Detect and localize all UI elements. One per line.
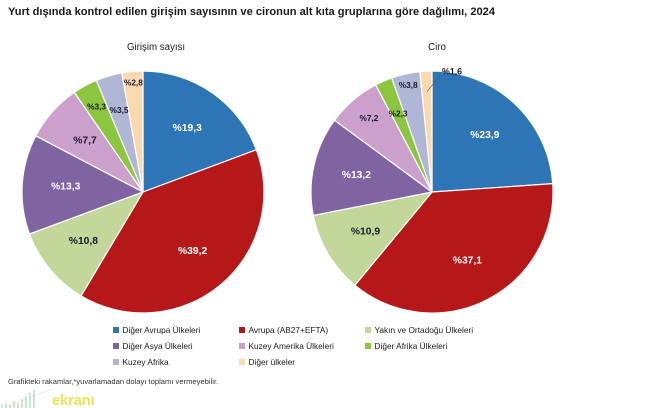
svg-text:%39,2: %39,2 <box>178 246 207 257</box>
svg-text:%10,9: %10,9 <box>351 226 380 237</box>
svg-text:%2,3: %2,3 <box>389 109 408 119</box>
svg-text:%3,3: %3,3 <box>87 101 106 111</box>
svg-text:%2,8: %2,8 <box>124 78 143 88</box>
svg-text:%19,3: %19,3 <box>173 123 202 134</box>
svg-text:%1,6: %1,6 <box>442 67 462 77</box>
svg-text:%3,5: %3,5 <box>110 105 129 115</box>
svg-text:%7,7: %7,7 <box>73 135 97 146</box>
svg-text:%37,1: %37,1 <box>453 256 482 267</box>
svg-text:%13,3: %13,3 <box>51 182 80 193</box>
svg-text:%10,8: %10,8 <box>69 236 98 247</box>
svg-text:%13,2: %13,2 <box>342 170 371 181</box>
svg-text:%7,2: %7,2 <box>359 113 378 123</box>
svg-text:%23,9: %23,9 <box>470 130 499 141</box>
svg-text:%3,8: %3,8 <box>399 80 418 90</box>
